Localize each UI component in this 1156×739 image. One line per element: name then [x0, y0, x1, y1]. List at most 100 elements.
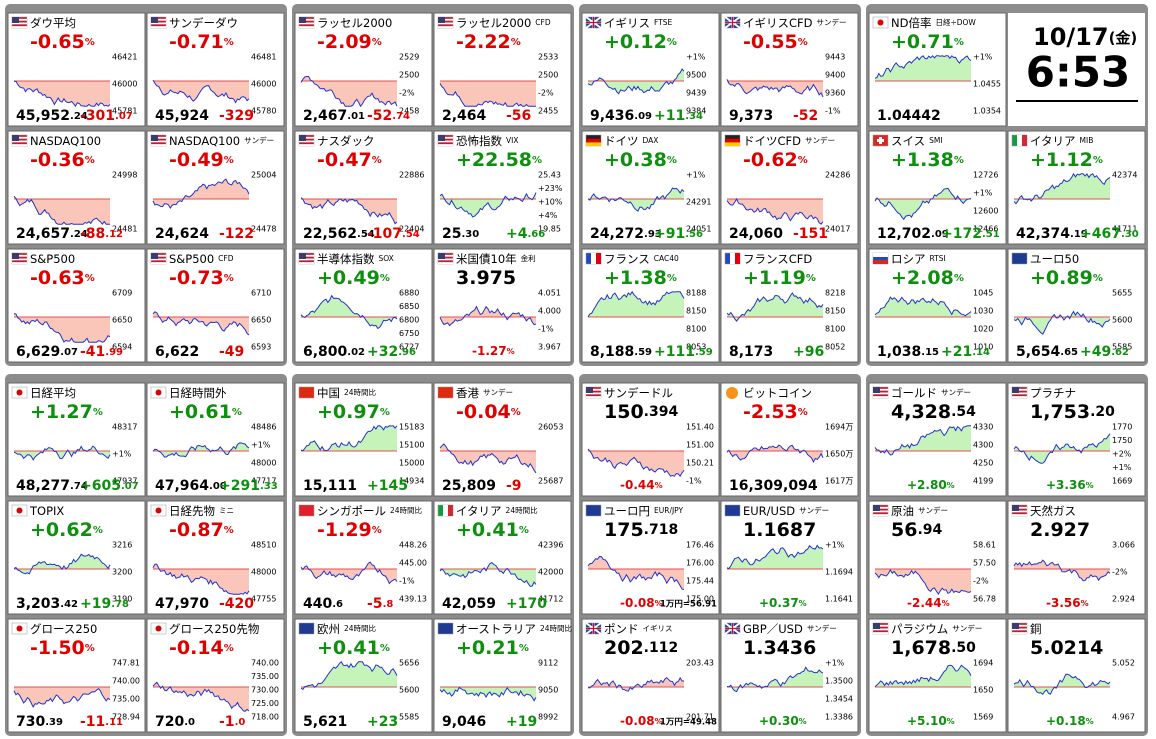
- flag-stripe: [299, 136, 314, 139]
- text-part: -41: [80, 344, 105, 360]
- text-part: +0.12: [604, 31, 667, 53]
- flag-stripe: [438, 136, 453, 139]
- sparkline-fill: [727, 445, 823, 462]
- text-part: -0.47: [317, 149, 372, 171]
- scale-label: 24017: [825, 225, 850, 234]
- text-part: %: [1093, 273, 1103, 284]
- price: 45,952.24: [16, 108, 88, 124]
- tile: [581, 500, 720, 615]
- sparkline: [726, 544, 824, 570]
- text-part: -301: [80, 108, 115, 124]
- text-part: +0.71: [891, 31, 954, 53]
- clock-time: 6:53: [1026, 48, 1130, 97]
- tile-title: ポンド イギリス: [604, 622, 673, 636]
- flag-stripe: [12, 258, 27, 261]
- sparkline-fill: [153, 564, 249, 595]
- sparkline: [587, 187, 685, 212]
- text-part: +1.38: [891, 149, 954, 171]
- flag: [437, 134, 454, 147]
- scale-label: 8052: [825, 343, 845, 352]
- text-part: .01: [347, 111, 365, 122]
- change-percent: +0.97%: [317, 401, 390, 423]
- text-part: -0.04: [456, 401, 511, 423]
- text-part: -1.27: [472, 344, 507, 358]
- scale-label: 1.3386: [825, 713, 853, 722]
- scale-label: 46481: [251, 53, 276, 62]
- flag-stripe: [1012, 624, 1027, 627]
- scale-label: 45781: [112, 107, 137, 116]
- text-part: -2.22: [456, 31, 511, 53]
- flag-icon: [585, 504, 602, 517]
- flag: [437, 504, 454, 517]
- text-part: .59: [695, 347, 713, 358]
- sparkline: [152, 563, 250, 595]
- change-percent: -0.65%: [30, 31, 95, 53]
- text-part: 5.0214: [1030, 637, 1103, 659]
- text-part: +11: [654, 108, 685, 124]
- flag: [11, 504, 28, 517]
- flag: [298, 622, 315, 635]
- flag: [724, 134, 741, 147]
- tile-title: 日経平均: [30, 386, 76, 400]
- name: ユーロ50: [1030, 252, 1079, 266]
- name: 日経先物: [169, 504, 215, 518]
- scale-label: 5655: [1112, 289, 1132, 298]
- change: -56: [506, 108, 531, 124]
- flag-canton: [12, 17, 19, 23]
- extra-note: 1万円=56.91: [660, 600, 717, 610]
- text-part: +467: [1080, 226, 1121, 242]
- text-part: 440: [303, 596, 332, 612]
- text-part: +5.10: [907, 714, 947, 728]
- sparkline: [874, 296, 972, 317]
- flag-stripe: [586, 392, 601, 395]
- tile-title: 半導体指数 SOX: [317, 252, 394, 266]
- price: 3.975: [456, 267, 516, 289]
- change-percent: -0.08%: [620, 596, 663, 610]
- change-percent: -0.08%: [620, 714, 663, 728]
- text-part: %: [947, 717, 955, 726]
- text-part: -2.53: [743, 401, 798, 423]
- text-part: .15: [921, 347, 939, 358]
- scale-label: 42396: [538, 541, 563, 550]
- sparkline-fill: [301, 295, 397, 329]
- scale-label: 24286: [825, 171, 850, 180]
- text-part: .54: [402, 229, 420, 240]
- tile: [581, 618, 720, 733]
- text-part: -0.14: [169, 637, 224, 659]
- flag-stripe: [873, 506, 888, 509]
- flag-stripe: [725, 138, 740, 143]
- text-part: %: [1081, 599, 1089, 608]
- change-percent: -1.27%: [472, 344, 515, 358]
- flag-icon: [724, 504, 741, 517]
- text-part: 8,188: [590, 344, 634, 360]
- scale-label: 9050: [538, 686, 558, 695]
- sparkline-fill: [440, 192, 536, 218]
- scale-label: 4330: [973, 423, 993, 432]
- change-percent: -0.14%: [169, 637, 234, 659]
- scale-label: 4199: [973, 477, 993, 486]
- change-percent: +0.49%: [317, 267, 390, 289]
- scale-label: +2%: [1112, 450, 1132, 459]
- scale-label: 1694万: [825, 423, 853, 432]
- text-part: -0.63: [30, 267, 85, 289]
- tile: [868, 500, 1007, 615]
- text-part: %: [798, 155, 808, 166]
- sparkline-fill: [14, 81, 110, 107]
- text-part: .20: [1090, 404, 1115, 420]
- sparkline: [439, 192, 537, 218]
- subtitle: 金利: [521, 253, 536, 263]
- scale-label: 8053: [686, 343, 706, 352]
- scale-label: 448.26: [399, 541, 427, 550]
- text-part: 9,046: [442, 714, 486, 730]
- flag-stripe: [151, 136, 166, 139]
- scale-label: 8150: [686, 307, 706, 316]
- flag-stripe: [12, 262, 27, 264]
- text-part: %: [224, 273, 234, 284]
- tile: [7, 248, 146, 363]
- tile-title: ロシア RTSI: [891, 252, 946, 266]
- flag-stripe: [151, 258, 166, 261]
- text-part: 1,038: [877, 344, 921, 360]
- flag-icon: [726, 387, 738, 399]
- tile-title: EUR/USD サンデー: [743, 504, 829, 518]
- text-part: +22.58: [456, 149, 532, 171]
